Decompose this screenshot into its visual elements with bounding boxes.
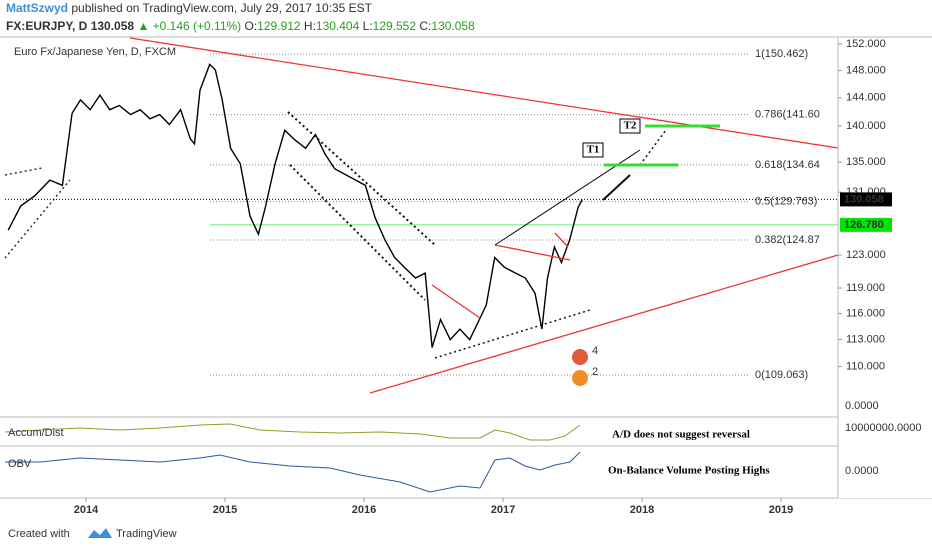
projection	[602, 174, 631, 201]
annotation-box	[582, 142, 604, 158]
trendline	[554, 232, 569, 248]
y-tick-label: 119.000	[846, 282, 885, 294]
channel	[289, 164, 426, 301]
indicator-note: A/D does not suggest reversal	[612, 429, 750, 441]
trendline	[4, 179, 71, 259]
quote-line: FX:EURJPY, D 130.058 ▲ +0.146 (+0.11%) O…	[6, 19, 475, 33]
drawings	[4, 37, 839, 394]
price-line	[7, 63, 583, 348]
price-tag-label: 126.780	[844, 219, 884, 231]
y-tick-label: 152.000	[846, 38, 886, 50]
annotation-box	[619, 118, 641, 134]
projection	[639, 129, 667, 166]
axis-label: 10000000.0000	[845, 422, 921, 434]
ad-line	[4, 423, 581, 441]
ohlc-label: O:	[245, 19, 258, 33]
indicator-title: Accum/Dist	[8, 427, 64, 439]
trendline	[4, 167, 43, 176]
ohlc-value: 129.912	[257, 19, 301, 33]
fib-label: 0.786(141.60	[755, 108, 820, 120]
y-tick-label: 135.000	[846, 156, 886, 168]
marks: 2014 2015 2016 2017 2018 2019 1(150.462) 0.786(…	[5, 48, 838, 516]
x-tick-label: 2015	[213, 504, 237, 516]
price-tag-label: 130.058	[844, 193, 884, 205]
y-tick-label: 148.000	[846, 64, 886, 76]
logo	[88, 528, 112, 538]
badge	[572, 349, 588, 365]
x-tick-label: 2019	[769, 504, 793, 516]
price-tag	[840, 192, 892, 207]
x-tick-label: 2017	[491, 504, 515, 516]
ohlc-value: 129.552	[373, 19, 417, 33]
annotation: T1	[587, 144, 600, 156]
fib-label: 0.5(129.763)	[755, 196, 817, 208]
ohlc-label: L:	[363, 19, 373, 33]
header-line: MattSzwyd published on TradingView.com, …	[6, 1, 373, 15]
axis-label: 0.0000	[845, 400, 879, 412]
obv-line	[5, 451, 581, 493]
y-tick-label: 116.000	[846, 307, 885, 319]
x-tick-label: 2018	[630, 504, 654, 516]
price-tag	[840, 217, 892, 232]
symbol: FX:EURJPY, D	[6, 19, 88, 33]
y-tick-label: 113.000	[846, 334, 885, 346]
indicator-title: OBV	[8, 458, 32, 470]
axis-label: 0.0000	[845, 465, 879, 477]
author[interactable]: MattSzwyd	[6, 1, 68, 15]
x-tick-label: 2014	[74, 504, 99, 516]
trendline	[369, 254, 839, 394]
x-tick-label: 2016	[352, 504, 376, 516]
change: ▲ +0.146 (+0.11%)	[137, 19, 241, 33]
trendline	[129, 37, 839, 149]
badge-label: 4	[592, 345, 598, 357]
ohlc-label: H:	[304, 19, 316, 33]
ohlc-label: C:	[419, 19, 431, 33]
trendline	[431, 284, 481, 319]
fib-label: 0.618(134.64	[755, 159, 820, 171]
badge-label: 2	[592, 366, 598, 378]
trendline	[494, 244, 571, 261]
y-tick-label: 144.000	[846, 92, 886, 104]
y-tick-label: 110.000	[846, 360, 885, 372]
price-axis	[838, 38, 932, 498]
published: published on TradingView.com, July 29, 2…	[71, 1, 372, 15]
y-tick-label: 123.000	[846, 249, 886, 261]
axis-labels: 152.000148.000144.000140.000135.000131.0…	[838, 38, 892, 372]
channel	[287, 111, 436, 246]
y-tick-label: 140.000	[846, 120, 886, 132]
footer-text: Created with	[8, 528, 70, 540]
badge	[572, 370, 588, 386]
footer-brand[interactable]: TradingView	[116, 528, 177, 540]
fib-label: 0(109.063)	[755, 369, 808, 381]
fib-label: 1(150.462)	[755, 48, 808, 60]
fib-label: 0.382(124.87	[755, 234, 820, 246]
ohlc-value: 130.058	[431, 19, 475, 33]
pane-title: Euro Fx/Japanese Yen, D, FXCM	[14, 46, 176, 58]
last: 130.058	[91, 19, 135, 33]
ohlc-value: 130.404	[316, 19, 360, 33]
annotation: T2	[624, 120, 637, 132]
trendline	[434, 309, 591, 359]
indicator-note: On-Balance Volume Posting Highs	[608, 465, 770, 477]
